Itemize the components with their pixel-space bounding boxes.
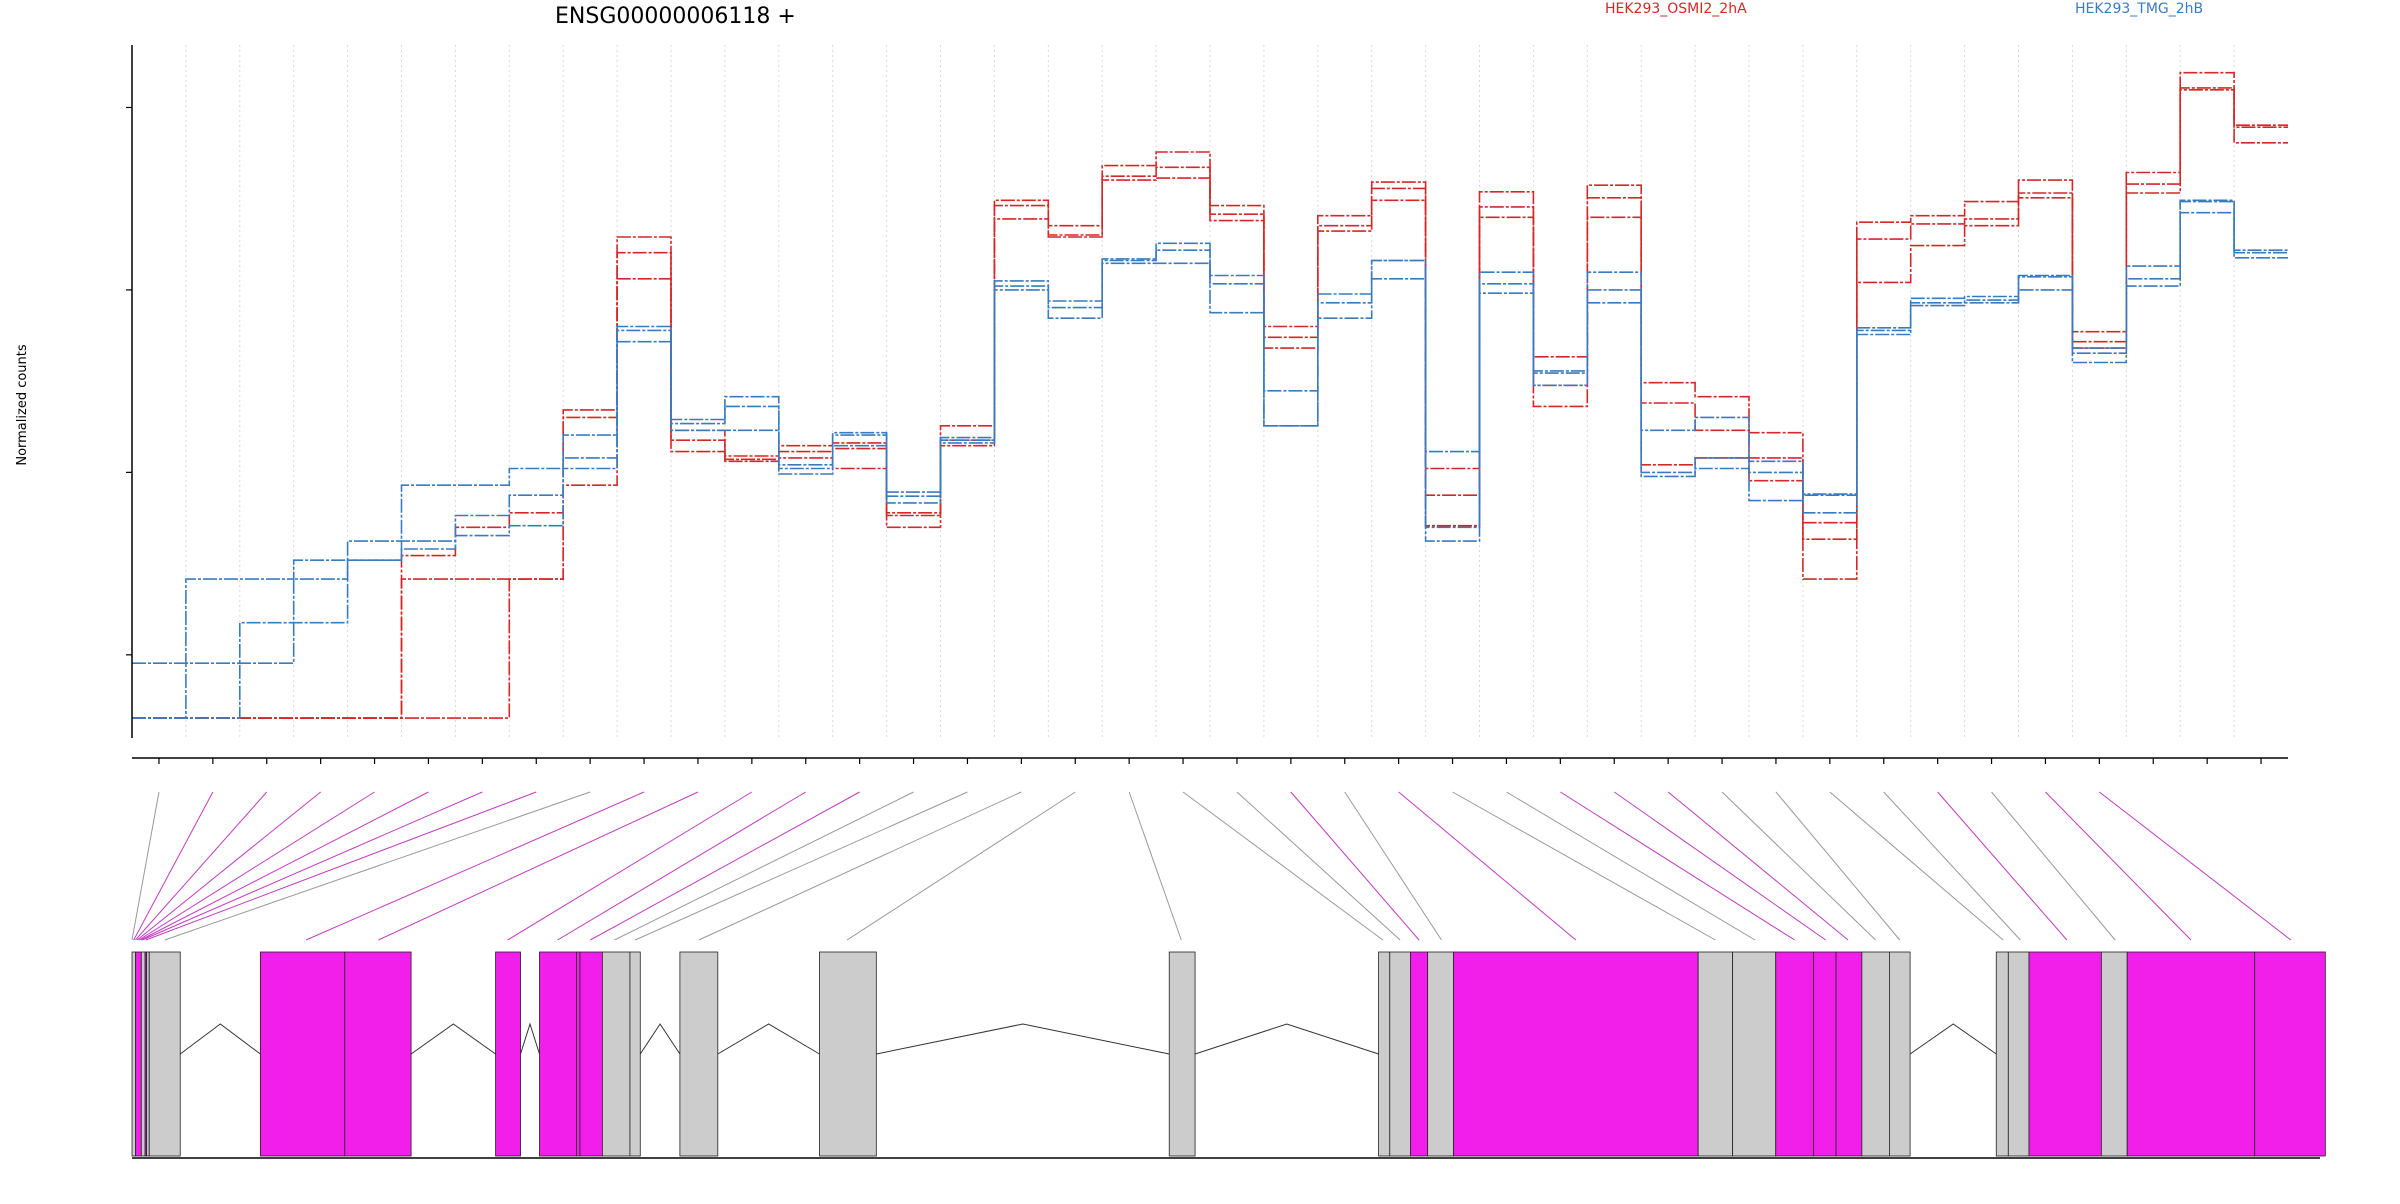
exon-block [1389, 951, 1411, 1157]
exon-connector [378, 791, 699, 941]
exon-connector [305, 791, 645, 941]
exon-connector [1883, 791, 2021, 941]
exon-block [2126, 951, 2256, 1157]
exon-block [495, 951, 521, 1157]
intron-line [520, 1022, 540, 1055]
exon-connector [133, 791, 214, 941]
exon-connector [1506, 791, 1756, 941]
exon-connector [1667, 791, 1849, 941]
exon-block [1378, 951, 1391, 1157]
exon-block [539, 951, 577, 1157]
exon-block [601, 951, 631, 1157]
exon-connector [2099, 791, 2292, 941]
exon-connector [164, 791, 591, 941]
exon-block [1995, 951, 2009, 1157]
exon-connector [1344, 791, 1442, 941]
chart-title: ENSG00000006118 + [555, 4, 796, 29]
exon-connector [145, 791, 537, 941]
exon-block [1697, 951, 1734, 1157]
exon-connector [1721, 791, 1876, 941]
series-line [132, 89, 2288, 719]
intron-line [876, 1023, 1170, 1055]
exon-block [1427, 951, 1454, 1157]
exon-connector [1128, 791, 1182, 941]
exon-connector [136, 791, 321, 941]
legend-label-osmi2: HEK293_OSMI2_2hA [1605, 1, 1747, 17]
exon-connector [138, 791, 375, 941]
exon-connector [634, 791, 968, 941]
exon-connector-lines [131, 791, 2292, 941]
exon-block [259, 951, 346, 1157]
exon-block [2028, 951, 2102, 1157]
exon-block [1168, 951, 1196, 1157]
series-line [132, 199, 2288, 664]
series-line [132, 87, 2288, 719]
exon-block [131, 951, 137, 1157]
exon-connector [1613, 791, 1826, 941]
exon-block [1813, 951, 1837, 1157]
exon-block [344, 951, 412, 1157]
exon-connector [140, 791, 429, 941]
y-axis-label: Normalized counts [15, 344, 30, 466]
exon-block [1835, 951, 1863, 1157]
exon-connector [1452, 791, 1716, 941]
exon-block [2100, 951, 2128, 1157]
exon-connector [2045, 791, 2192, 941]
exon-block [135, 951, 142, 1157]
exon-block [1410, 951, 1429, 1157]
exon-connector [614, 791, 914, 941]
exon-connector [1236, 791, 1401, 941]
exon-connector [1182, 791, 1384, 941]
exon-block [1861, 951, 1890, 1157]
gene-model [131, 951, 2326, 1157]
intron-line [1194, 1023, 1379, 1055]
exon-block [2007, 951, 2030, 1157]
exon-connector [1398, 791, 1577, 941]
plot-axes [126, 45, 2288, 764]
series-line [132, 211, 2288, 719]
series-line [132, 200, 2288, 719]
exon-block [1775, 951, 1815, 1157]
intron-line [639, 1023, 681, 1055]
exon-connector [698, 791, 1022, 941]
exon-connector [590, 791, 860, 941]
exon-connector [1290, 791, 1420, 941]
exon-connector [131, 791, 160, 941]
exon-connector [507, 791, 753, 941]
exon-block [579, 951, 603, 1157]
exon-connector [135, 791, 268, 941]
exon-connector [1775, 791, 1901, 941]
intron-line [1909, 1023, 1997, 1055]
exon-block [679, 951, 719, 1157]
exon-connector [1991, 791, 2116, 941]
exon-connector [1829, 791, 2004, 941]
series-lines [132, 71, 2288, 719]
exon-block [148, 951, 181, 1157]
legend-label-tmg: HEK293_TMG_2hB [2075, 1, 2203, 17]
exon-connector [1560, 791, 1795, 941]
exon-block [140, 951, 146, 1157]
exon-block [576, 951, 581, 1157]
exon-connector [846, 791, 1076, 941]
exon-gridlines [185, 45, 2235, 738]
intron-line [717, 1023, 820, 1055]
exon-connector [142, 791, 483, 941]
intron-line [179, 1023, 261, 1055]
exon-block [819, 951, 877, 1157]
exon-block [629, 951, 641, 1157]
series-line [132, 71, 2288, 719]
exon-connector [1937, 791, 2068, 941]
exon-block [1732, 951, 1777, 1157]
exon-block [2254, 951, 2326, 1157]
intron-line [410, 1023, 496, 1055]
exon-block [1453, 951, 1699, 1157]
exon-connector [557, 791, 807, 941]
exon-block [1889, 951, 1911, 1157]
